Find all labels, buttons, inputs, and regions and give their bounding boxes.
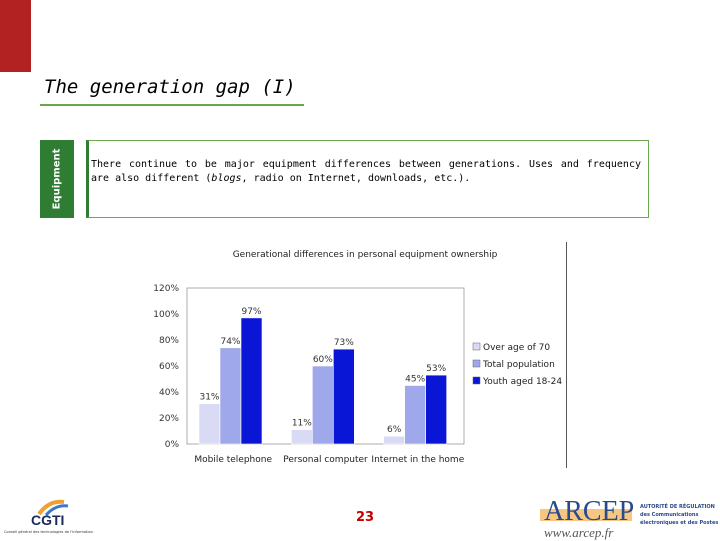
y-tick-label: 0%: [165, 440, 180, 450]
legend-entry: Total population: [482, 360, 555, 370]
cgti-name: CGTI: [31, 512, 65, 528]
bar: [291, 429, 313, 445]
arcep-accent-block: [540, 509, 632, 521]
x-tick-label: Internet in the home: [371, 455, 464, 465]
intro-text: There continue to be major equipment dif…: [91, 158, 641, 186]
intro-text-part-1: There continue to be major equipment dif…: [91, 159, 641, 184]
page-number: 23: [356, 510, 375, 525]
left-accent-bar: [0, 0, 31, 72]
intro-box: [86, 140, 649, 218]
bar: [425, 374, 447, 445]
bar: [198, 403, 221, 445]
arcep-name: ARCEP: [544, 496, 635, 527]
chart-title: Generational differences in personal equ…: [232, 250, 498, 260]
bar: [312, 365, 334, 445]
data-label: 74%: [220, 337, 240, 347]
data-label: 60%: [313, 355, 333, 365]
arcep-logo: ARCEP www.arcep.fr AUTORITÉ DE RÉGULATIO…: [540, 496, 720, 540]
y-tick-label: 120%: [153, 284, 179, 294]
bar: [219, 347, 242, 445]
data-label: 73%: [334, 338, 354, 348]
bar: [333, 348, 355, 445]
page-title: The generation gap (I): [44, 76, 296, 98]
y-tick-label: 20%: [159, 414, 179, 424]
section-tab-equipment: Equipment: [40, 140, 74, 218]
data-label: 45%: [405, 375, 425, 385]
data-label: 31%: [199, 393, 219, 403]
intro-text-part-2: , radio on Internet, downloads, etc.).: [241, 173, 471, 184]
legend-swatch: [472, 342, 481, 351]
legend-swatch: [472, 359, 481, 368]
legend-entry: Youth aged 18-24: [482, 377, 562, 387]
data-label: 6%: [387, 425, 402, 435]
intro-text-emphasis: blogs: [211, 173, 242, 184]
legend-swatch: [472, 376, 481, 385]
y-tick-label: 80%: [159, 336, 179, 346]
y-tick-label: 40%: [159, 388, 179, 398]
title-underline: [40, 104, 304, 106]
y-tick-label: 60%: [159, 362, 179, 372]
bar: [240, 317, 263, 445]
cgti-swoosh-icon: [37, 499, 69, 516]
data-label: 11%: [292, 419, 312, 429]
bar: [383, 435, 405, 445]
vertical-divider: [566, 242, 567, 468]
x-tick-label: Mobile telephone: [194, 455, 272, 465]
data-label: 97%: [241, 307, 261, 317]
cgti-logo: CGTI Conseil général des technologies de…: [4, 498, 104, 538]
cgti-subtitle: Conseil général des technologies de l'in…: [4, 530, 93, 534]
arcep-description: AUTORITÉ DE RÉGULATION des Communication…: [640, 504, 719, 526]
legend-entry: Over age of 70: [483, 343, 550, 353]
arcep-url: www.arcep.fr: [544, 525, 614, 540]
bar: [404, 385, 426, 445]
y-tick-label: 100%: [153, 310, 179, 320]
x-tick-label: Personal computer: [283, 455, 368, 465]
data-label: 53%: [426, 364, 446, 374]
